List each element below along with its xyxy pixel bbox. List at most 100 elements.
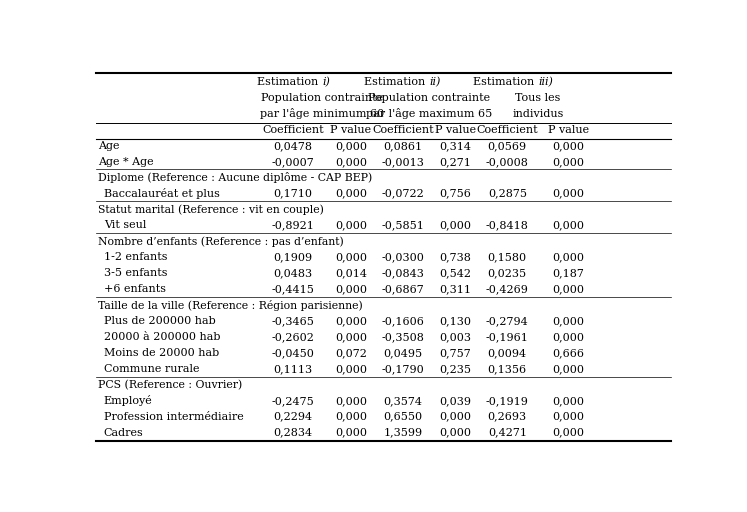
Text: 0,0483: 0,0483 (273, 268, 313, 279)
Text: 0,1113: 0,1113 (273, 364, 313, 374)
Text: 0,000: 0,000 (335, 141, 367, 151)
Text: 0,666: 0,666 (552, 348, 584, 358)
Text: -0,6867: -0,6867 (382, 284, 424, 294)
Text: -0,1790: -0,1790 (382, 364, 424, 374)
Text: 20000 à 200000 hab: 20000 à 200000 hab (104, 332, 220, 342)
Text: Moins de 20000 hab: Moins de 20000 hab (104, 348, 219, 358)
Text: 0,187: 0,187 (552, 268, 584, 279)
Text: 0,1356: 0,1356 (488, 364, 527, 374)
Text: 0,235: 0,235 (439, 364, 471, 374)
Text: 0,542: 0,542 (439, 268, 471, 279)
Text: -0,0722: -0,0722 (382, 188, 424, 199)
Text: 0,000: 0,000 (552, 157, 584, 167)
Text: -0,4269: -0,4269 (486, 284, 529, 294)
Text: Statut marital (Reference : vit en couple): Statut marital (Reference : vit en coupl… (98, 204, 324, 215)
Text: 0,000: 0,000 (335, 252, 367, 262)
Text: 0,757: 0,757 (439, 348, 471, 358)
Text: 0,0495: 0,0495 (383, 348, 423, 358)
Text: 0,000: 0,000 (335, 396, 367, 406)
Text: 0,1909: 0,1909 (273, 252, 313, 262)
Text: -0,2602: -0,2602 (272, 332, 314, 342)
Text: 0,000: 0,000 (552, 221, 584, 230)
Text: 0,0569: 0,0569 (488, 141, 527, 151)
Text: iii): iii) (538, 77, 553, 87)
Text: -0,8418: -0,8418 (486, 221, 529, 230)
Text: -0,8921: -0,8921 (272, 221, 314, 230)
Text: 0,000: 0,000 (335, 332, 367, 342)
Text: Estimation: Estimation (474, 77, 538, 87)
Text: ii): ii) (429, 77, 441, 87)
Text: Estimation: Estimation (257, 77, 322, 87)
Text: -0,2475: -0,2475 (272, 396, 314, 406)
Text: 0,039: 0,039 (439, 396, 471, 406)
Text: 0,000: 0,000 (335, 428, 367, 438)
Text: 0,130: 0,130 (439, 316, 471, 326)
Text: 0,000: 0,000 (552, 188, 584, 199)
Text: 0,000: 0,000 (335, 412, 367, 422)
Text: 0,271: 0,271 (439, 157, 471, 167)
Text: 0,000: 0,000 (552, 332, 584, 342)
Text: 0,014: 0,014 (335, 268, 367, 279)
Text: Population contrainte: Population contrainte (261, 93, 383, 103)
Text: -0,0843: -0,0843 (382, 268, 424, 279)
Text: Age: Age (98, 141, 120, 151)
Text: Population contrainte: Population contrainte (368, 93, 490, 103)
Text: 0,0861: 0,0861 (383, 141, 423, 151)
Text: P value: P value (435, 125, 476, 135)
Text: 0,000: 0,000 (335, 316, 367, 326)
Text: i): i) (322, 77, 330, 87)
Text: 0,000: 0,000 (439, 412, 471, 422)
Text: 0,000: 0,000 (335, 221, 367, 230)
Text: 0,000: 0,000 (335, 284, 367, 294)
Text: 0,000: 0,000 (552, 428, 584, 438)
Text: 0,000: 0,000 (552, 284, 584, 294)
Text: -0,2794: -0,2794 (486, 316, 529, 326)
Text: Tous les: Tous les (515, 93, 561, 103)
Text: 0,314: 0,314 (439, 141, 471, 151)
Text: Profession intermédiaire: Profession intermédiaire (104, 412, 244, 422)
Text: 0,4271: 0,4271 (488, 428, 527, 438)
Text: Vit seul: Vit seul (104, 221, 146, 230)
Text: Cadres: Cadres (104, 428, 143, 438)
Text: Commune rurale: Commune rurale (104, 364, 199, 374)
Text: 1,3599: 1,3599 (383, 428, 423, 438)
Text: -0,0008: -0,0008 (486, 157, 529, 167)
Text: -0,4415: -0,4415 (272, 284, 314, 294)
Text: 0,1710: 0,1710 (273, 188, 312, 199)
Text: 0,0094: 0,0094 (488, 348, 527, 358)
Text: 0,3574: 0,3574 (384, 396, 423, 406)
Text: 0,2834: 0,2834 (273, 428, 313, 438)
Text: 0,1580: 0,1580 (488, 252, 527, 262)
Text: -0,0013: -0,0013 (382, 157, 424, 167)
Text: 0,072: 0,072 (335, 348, 367, 358)
Text: -0,5851: -0,5851 (382, 221, 424, 230)
Text: 0,311: 0,311 (439, 284, 471, 294)
Text: Diplome (Reference : Aucune diplôme - CAP BEP): Diplome (Reference : Aucune diplôme - CA… (98, 172, 372, 183)
Text: 0,6550: 0,6550 (383, 412, 423, 422)
Text: -0,0007: -0,0007 (272, 157, 314, 167)
Text: Coefficient: Coefficient (372, 125, 434, 135)
Text: par l'âge minimum 60: par l'âge minimum 60 (260, 109, 384, 119)
Text: Coefficient: Coefficient (262, 125, 324, 135)
Text: Estimation: Estimation (365, 77, 429, 87)
Text: 0,2294: 0,2294 (273, 412, 313, 422)
Text: +6 enfants: +6 enfants (104, 284, 166, 294)
Text: Employé: Employé (104, 395, 152, 407)
Text: 0,2875: 0,2875 (488, 188, 527, 199)
Text: P value: P value (330, 125, 371, 135)
Text: 0,000: 0,000 (552, 364, 584, 374)
Text: -0,1606: -0,1606 (382, 316, 424, 326)
Text: 0,0235: 0,0235 (488, 268, 527, 279)
Text: 0,000: 0,000 (335, 157, 367, 167)
Text: 0,000: 0,000 (335, 188, 367, 199)
Text: Coefficient: Coefficient (477, 125, 538, 135)
Text: individus: individus (512, 109, 564, 119)
Text: P value: P value (548, 125, 589, 135)
Text: Plus de 200000 hab: Plus de 200000 hab (104, 316, 216, 326)
Text: 0,738: 0,738 (439, 252, 471, 262)
Text: PCS (Reference : Ouvrier): PCS (Reference : Ouvrier) (98, 380, 242, 390)
Text: 0,2693: 0,2693 (488, 412, 527, 422)
Text: Baccalauréat et plus: Baccalauréat et plus (104, 188, 220, 199)
Text: -0,0450: -0,0450 (272, 348, 314, 358)
Text: Taille de la ville (Reference : Région parisienne): Taille de la ville (Reference : Région p… (98, 300, 363, 311)
